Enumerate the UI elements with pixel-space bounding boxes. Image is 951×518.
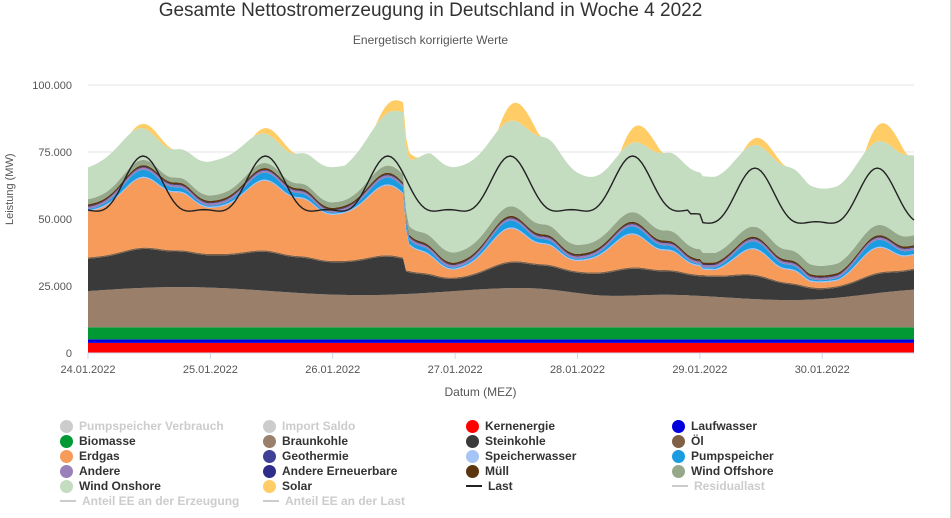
chart-title: Gesamte Nettostromerzeugung in Deutschla…	[158, 0, 703, 21]
y-tick-label: 0	[66, 348, 72, 360]
legend-label: Geothermie	[282, 449, 349, 463]
legend-marker	[263, 500, 279, 502]
x-axis-label: Datum (MEZ)	[444, 385, 517, 399]
legend-marker	[263, 419, 276, 433]
x-tick-label: 29.01.2022	[672, 364, 727, 376]
series-area-wind-onshore	[88, 110, 914, 266]
legend-label: Braunkohle	[282, 434, 349, 448]
legend-marker	[263, 434, 276, 448]
legend-marker	[263, 449, 276, 463]
legend-item-anteil-ee-an-der-erzeugung[interactable]: Anteil EE an der Erzeugung	[60, 494, 239, 508]
x-tick-label: 30.01.2022	[795, 364, 850, 376]
series-area-solar	[88, 100, 914, 189]
legend-marker	[466, 434, 479, 448]
legend-marker	[60, 434, 73, 448]
legend-label: Wind Onshore	[79, 479, 161, 493]
legend-item-andere-erneuerbare[interactable]: Andere Erneuerbare	[263, 464, 397, 478]
legend-label: Anteil EE an der Erzeugung	[82, 494, 240, 508]
legend-item-pumpspeicher[interactable]: Pumpspeicher	[672, 449, 774, 463]
legend-label: Andere	[79, 464, 121, 478]
legend-label: Pumpspeicher Verbrauch	[79, 419, 224, 433]
legend-item-braunkohle[interactable]: Braunkohle	[263, 434, 348, 448]
y-tick-label: 50.000	[38, 214, 72, 226]
legend-item-kernenergie[interactable]: Kernenergie	[466, 419, 555, 433]
series-area-pumpspeicher	[88, 169, 914, 282]
legend-marker	[263, 464, 276, 478]
x-tick-label: 26.01.2022	[305, 364, 360, 376]
legend-marker	[60, 479, 73, 493]
legend-item-anteil-ee-an-der-last[interactable]: Anteil EE an der Last	[263, 494, 405, 508]
legend-marker	[672, 434, 685, 448]
legend-label: Wind Offshore	[691, 464, 774, 478]
legend-marker	[60, 449, 73, 463]
legend-label: Pumpspeicher	[691, 449, 774, 463]
legend-label: Steinkohle	[485, 434, 546, 448]
legend-label: Öl	[691, 434, 704, 448]
legend-label: Andere Erneuerbare	[282, 464, 398, 478]
legend-item-geothermie[interactable]: Geothermie	[263, 449, 349, 463]
legend-marker	[672, 449, 685, 463]
x-tick-label: 27.01.2022	[428, 364, 483, 376]
legend-item-steinkohle[interactable]: Steinkohle	[466, 434, 546, 448]
series-area-wind-offshore	[88, 159, 914, 276]
legend-marker	[60, 500, 76, 502]
series-area-kernenergie	[88, 342, 914, 353]
legend-marker	[466, 464, 479, 478]
legend-label: Laufwasser	[691, 419, 758, 433]
legend-item-residuallast[interactable]: Residuallast	[672, 479, 765, 493]
legend-item-laufwasser[interactable]: Laufwasser	[672, 419, 757, 433]
legend-marker	[263, 479, 276, 493]
legend-label: Residuallast	[694, 479, 765, 493]
legend-marker	[60, 419, 73, 433]
legend-item-speicherwasser[interactable]: Speicherwasser	[466, 449, 576, 463]
legend-item-andere[interactable]: Andere	[60, 464, 120, 478]
series-area-biomasse	[88, 327, 914, 340]
legend-item-wind-onshore[interactable]: Wind Onshore	[60, 479, 161, 493]
legend-label: Kernenergie	[485, 419, 556, 433]
x-tick-label: 25.01.2022	[183, 364, 238, 376]
legend-item-biomasse[interactable]: Biomasse	[60, 434, 136, 448]
chart-subtitle: Energetisch korrigierte Werte	[352, 33, 509, 47]
chart-canvas: 0 25.000 50.000 75.000 100.000 24.01.2022 25.0…	[32, 80, 915, 376]
series-area-m-ll	[88, 165, 914, 278]
legend-marker	[466, 419, 479, 433]
x-tick-label: 28.01.2022	[550, 364, 605, 376]
legend-marker	[672, 485, 688, 487]
legend-item--l[interactable]: Öl	[672, 434, 704, 448]
legend-item-wind-offshore[interactable]: Wind Offshore	[672, 464, 774, 478]
y-tick-label: 100.000	[32, 80, 72, 92]
legend-label: Anteil EE an der Last	[285, 494, 406, 508]
legend-marker	[60, 464, 73, 478]
y-tick-label: 75.000	[38, 147, 72, 159]
series-area-laufwasser	[88, 339, 914, 343]
y-tick-label: 25.000	[38, 281, 72, 293]
legend-item-last[interactable]: Last	[466, 479, 513, 493]
legend-item-import-saldo[interactable]: Import Saldo	[263, 419, 355, 433]
legend-marker	[466, 449, 479, 463]
legend-item-pumpspeicher-verbrauch[interactable]: Pumpspeicher Verbrauch	[60, 419, 224, 433]
legend-label: Last	[488, 479, 513, 493]
legend-label: Solar	[282, 479, 313, 493]
legend-label: Müll	[485, 464, 509, 478]
legend-label: Erdgas	[79, 449, 120, 463]
legend-item-m-ll[interactable]: Müll	[466, 464, 509, 478]
legend-marker	[672, 464, 685, 478]
legend-item-solar[interactable]: Solar	[263, 479, 312, 493]
x-tick-label: 24.01.2022	[60, 364, 115, 376]
series-line-last	[87, 155, 915, 224]
series-area-andere	[88, 167, 914, 281]
legend-label: Import Saldo	[282, 419, 356, 433]
legend-item-erdgas[interactable]: Erdgas	[60, 449, 120, 463]
series-area-erdgas	[88, 177, 914, 288]
series-area-steinkohle	[88, 248, 914, 301]
legend-label: Speicherwasser	[485, 449, 577, 463]
legend-label: Biomasse	[79, 434, 136, 448]
legend-marker	[672, 419, 685, 433]
series-area-braunkohle	[88, 287, 914, 328]
legend-marker	[466, 485, 482, 487]
y-axis-label: Leistung (MW)	[4, 153, 16, 225]
